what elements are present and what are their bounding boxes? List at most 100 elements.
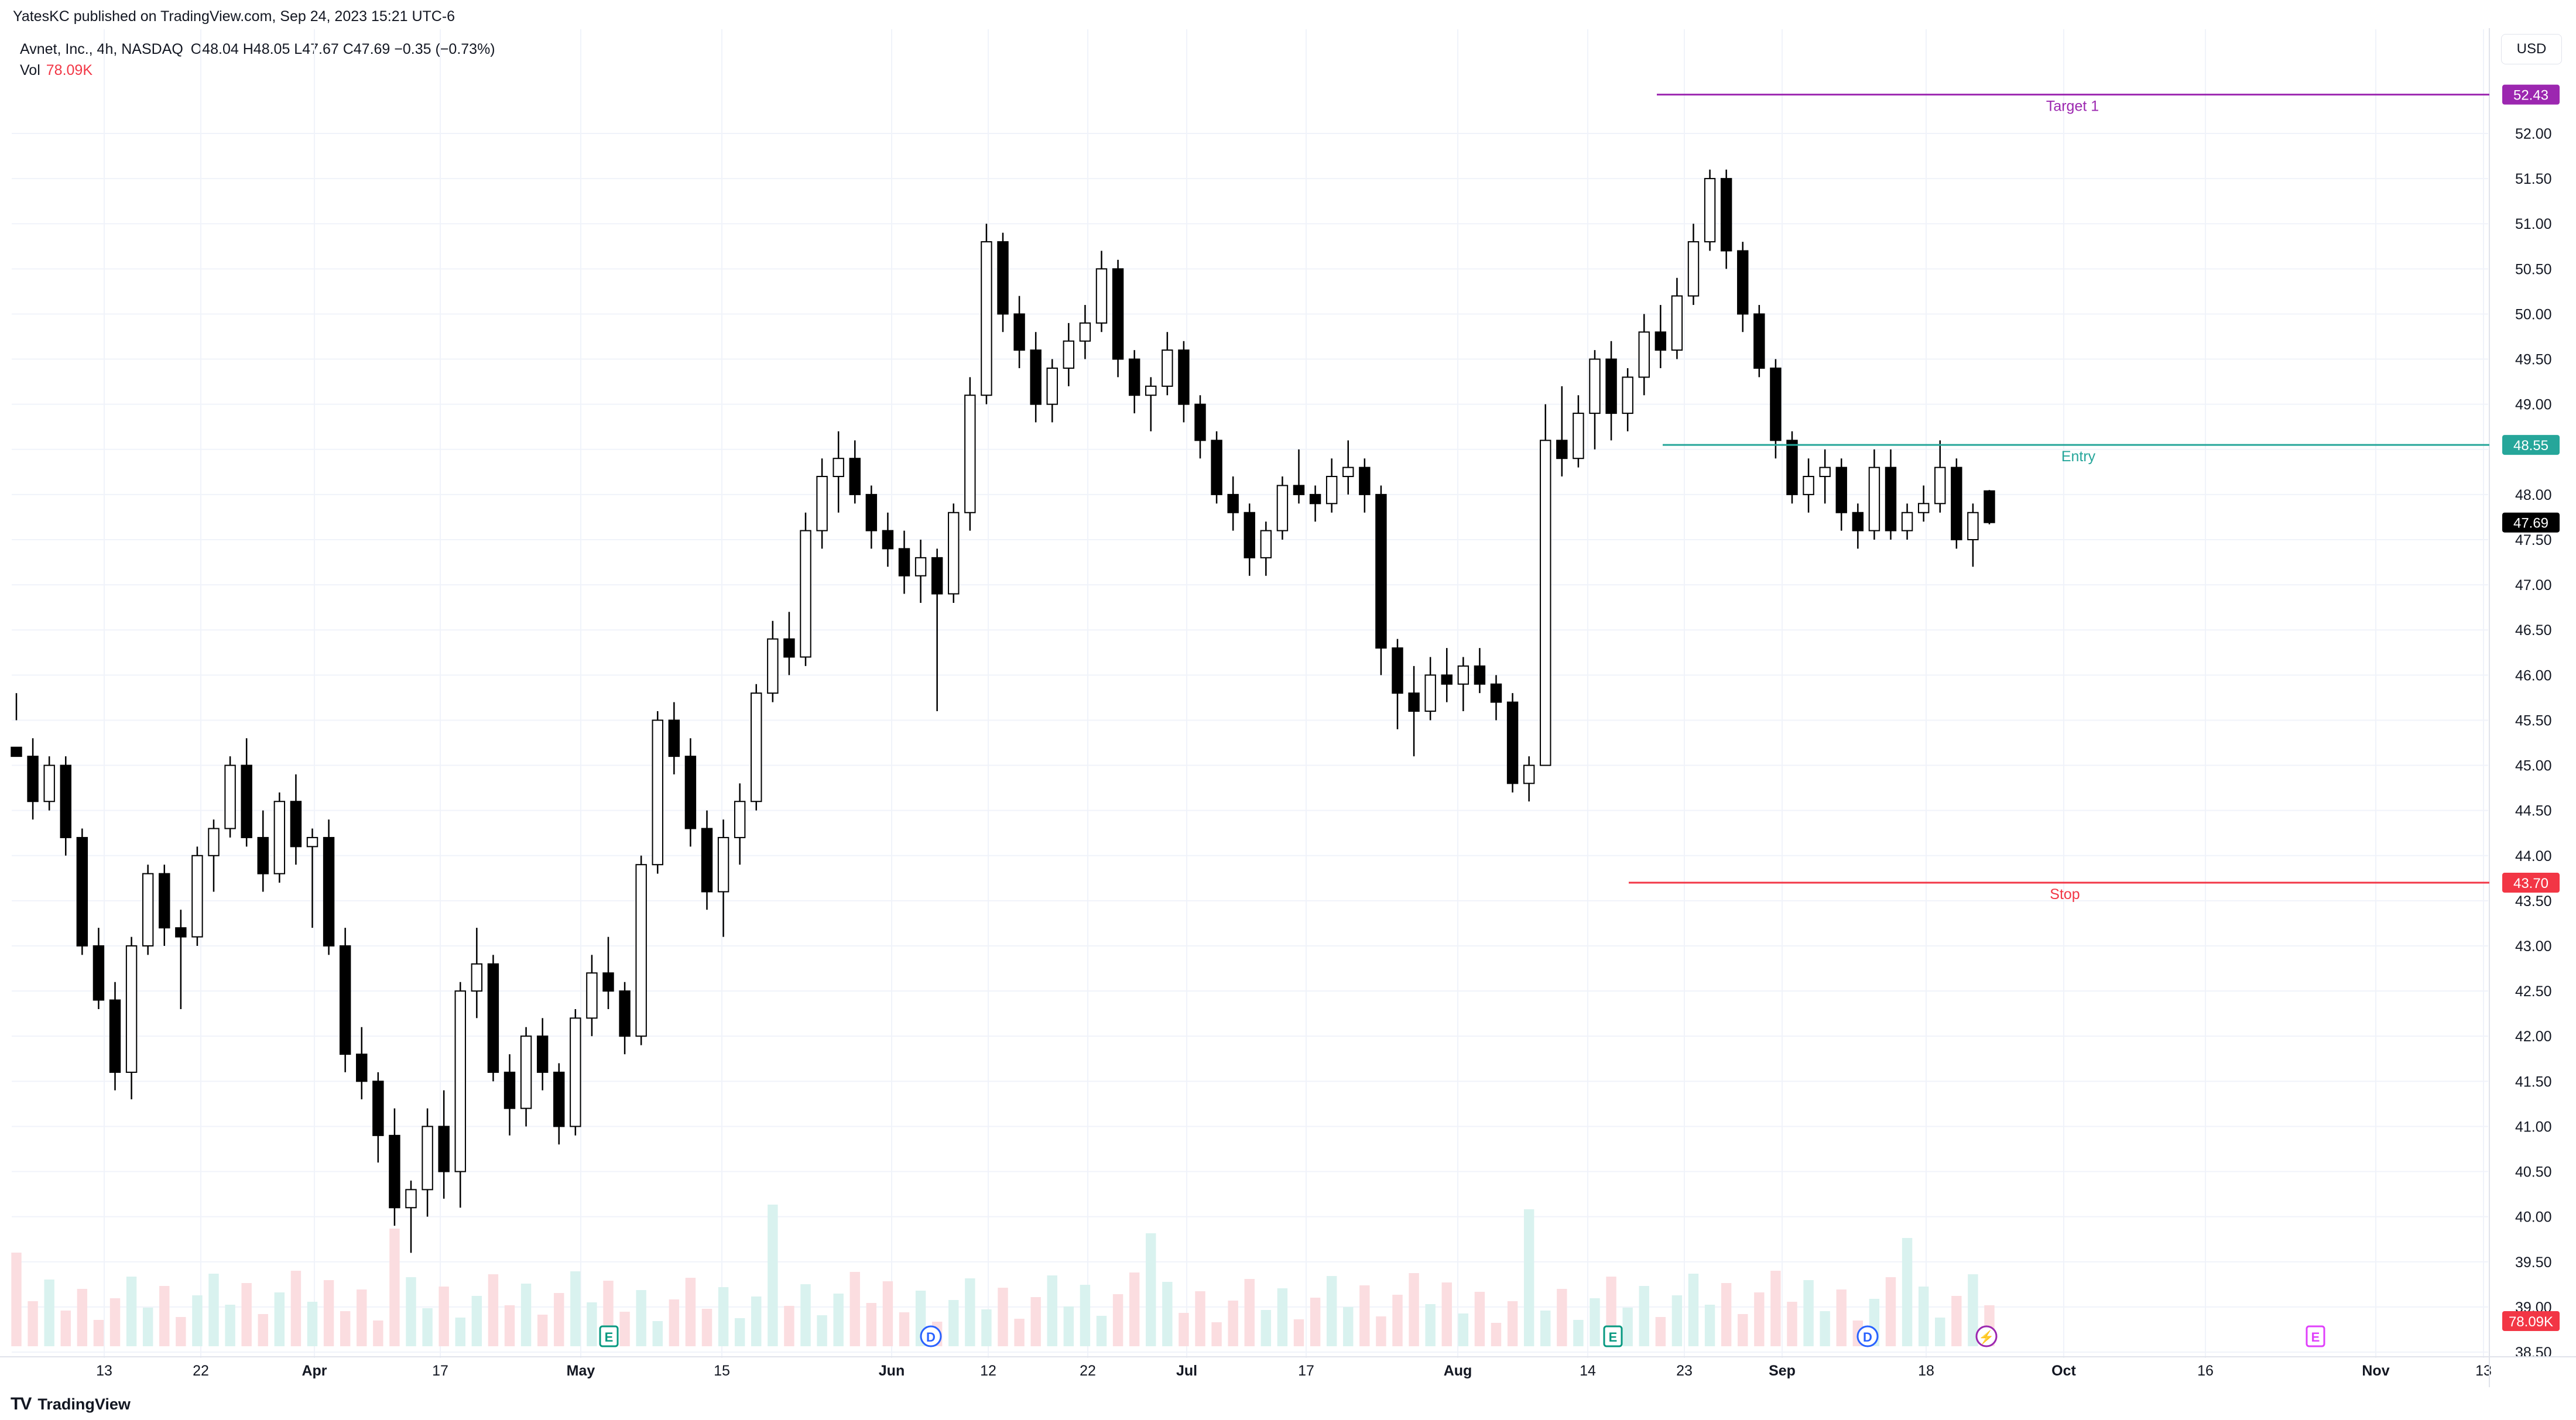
candle[interactable] [60, 764, 71, 838]
candle[interactable] [323, 836, 335, 947]
candle[interactable] [882, 530, 894, 550]
candle[interactable] [1178, 349, 1190, 405]
candle[interactable] [1885, 467, 1897, 531]
candle[interactable] [1951, 467, 1962, 540]
candle[interactable] [257, 836, 269, 874]
candle[interactable] [1474, 665, 1486, 685]
candle[interactable] [1868, 467, 1880, 531]
candle[interactable] [1342, 467, 1354, 478]
candle[interactable] [290, 801, 302, 848]
candle[interactable] [1753, 313, 1765, 369]
candle[interactable] [503, 1071, 516, 1109]
candle[interactable] [1737, 250, 1749, 315]
candle[interactable] [1244, 512, 1255, 558]
candle[interactable] [1309, 493, 1321, 505]
candle[interactable] [1687, 241, 1700, 297]
candle[interactable] [1079, 322, 1091, 342]
candle[interactable] [684, 756, 697, 829]
candle[interactable] [175, 927, 187, 938]
candle[interactable] [43, 764, 55, 802]
candle[interactable] [438, 1126, 450, 1172]
candle[interactable] [1622, 376, 1633, 414]
candle[interactable] [1917, 503, 1930, 513]
candle[interactable] [833, 458, 844, 478]
candle[interactable] [454, 990, 466, 1172]
candle[interactable] [27, 756, 39, 802]
candle[interactable] [751, 692, 762, 802]
candle[interactable] [273, 801, 286, 874]
candle[interactable] [159, 873, 170, 929]
candle[interactable] [1490, 683, 1502, 703]
candle[interactable] [1457, 665, 1469, 685]
candle[interactable] [1030, 349, 1042, 405]
candle[interactable] [914, 557, 927, 577]
candle[interactable] [1506, 701, 1519, 784]
candle[interactable] [800, 530, 811, 658]
candle[interactable] [93, 945, 105, 1001]
candle[interactable] [997, 241, 1009, 315]
earnings-marker[interactable] [2306, 1325, 2325, 1347]
candle[interactable] [405, 1189, 417, 1209]
candle[interactable] [208, 828, 220, 856]
candle[interactable] [1671, 295, 1683, 351]
candle[interactable] [142, 873, 154, 946]
candle[interactable] [635, 864, 647, 1037]
candle[interactable] [1227, 493, 1239, 513]
candle[interactable] [1392, 647, 1403, 694]
candle[interactable] [1901, 512, 1913, 531]
candle[interactable] [668, 719, 680, 757]
candle[interactable] [1325, 476, 1338, 505]
candle[interactable] [1638, 331, 1650, 378]
candle[interactable] [816, 476, 828, 531]
candle[interactable] [1013, 313, 1025, 351]
candle[interactable] [1063, 340, 1075, 369]
candle[interactable] [1375, 493, 1387, 649]
candle[interactable] [1556, 440, 1568, 459]
candle[interactable] [1852, 512, 1864, 531]
dividend-marker[interactable] [920, 1325, 942, 1347]
candle[interactable] [1128, 358, 1140, 396]
candle[interactable] [1293, 485, 1305, 495]
candle[interactable] [1194, 403, 1206, 441]
candle[interactable] [619, 990, 631, 1037]
candle[interactable] [536, 1035, 549, 1073]
candle[interactable] [767, 638, 779, 694]
tradingview-logo[interactable]: TV TradingView [11, 1394, 131, 1414]
candle[interactable] [1605, 358, 1617, 414]
candle[interactable] [1704, 178, 1716, 243]
candle[interactable] [1095, 268, 1108, 324]
candle[interactable] [1441, 674, 1453, 685]
candle[interactable] [339, 945, 351, 1055]
candle[interactable] [1211, 440, 1222, 495]
candle[interactable] [1720, 178, 1732, 252]
earnings-marker[interactable] [1603, 1325, 1623, 1347]
candle[interactable] [865, 493, 878, 531]
candle[interactable] [602, 972, 614, 992]
candle[interactable] [553, 1071, 565, 1127]
candle[interactable] [76, 836, 88, 947]
candle[interactable] [701, 828, 713, 893]
candle[interactable] [783, 638, 795, 658]
candle[interactable] [1276, 485, 1289, 531]
candle[interactable] [1112, 268, 1124, 360]
candle[interactable] [224, 764, 236, 829]
candle[interactable] [1589, 358, 1601, 414]
candle[interactable] [1819, 467, 1831, 478]
candle[interactable] [1984, 490, 1995, 523]
candle[interactable] [1654, 331, 1667, 351]
symbol-title[interactable]: Avnet, Inc., 4h, NASDAQ [20, 41, 183, 57]
candle[interactable] [948, 512, 960, 595]
candle[interactable] [586, 972, 598, 1019]
candle[interactable] [1770, 367, 1782, 441]
candle[interactable] [125, 945, 138, 1073]
candle[interactable] [1573, 413, 1584, 459]
candle[interactable] [1424, 674, 1436, 712]
candle[interactable] [1540, 440, 1551, 766]
dividend-marker[interactable] [1856, 1325, 1879, 1347]
candle[interactable] [981, 241, 992, 396]
candle[interactable] [471, 963, 483, 992]
candle[interactable] [389, 1134, 400, 1209]
candle[interactable] [1408, 692, 1420, 712]
candle[interactable] [734, 801, 746, 838]
